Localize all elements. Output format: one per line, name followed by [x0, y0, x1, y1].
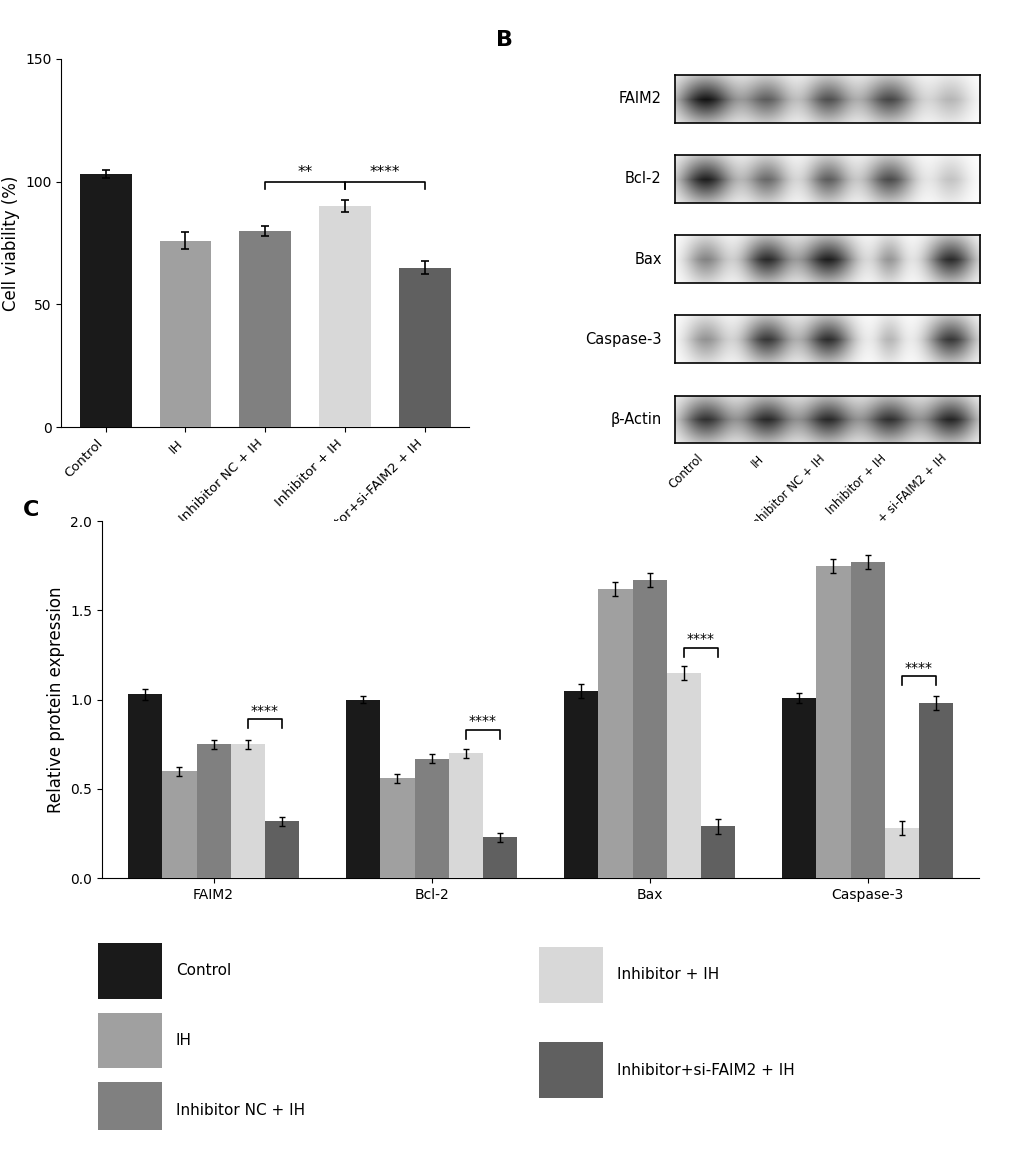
Text: Inhibitor + si-FAIM2 + IH: Inhibitor + si-FAIM2 + IH [838, 452, 949, 563]
Y-axis label: Relative protein expression: Relative protein expression [47, 587, 64, 813]
Bar [883, 828, 918, 878]
Text: Control: Control [175, 964, 231, 978]
Bar [197, 745, 230, 878]
Bar [850, 562, 883, 878]
Text: Caspase-3: Caspase-3 [585, 331, 661, 347]
Text: β-Actin: β-Actin [610, 412, 661, 427]
Bar [564, 691, 598, 878]
FancyBboxPatch shape [98, 943, 162, 999]
FancyBboxPatch shape [98, 1013, 162, 1068]
Bar [598, 589, 632, 878]
Bar [162, 771, 197, 878]
Text: Inhibitor NC + IH: Inhibitor NC + IH [175, 1103, 305, 1117]
Text: ****: **** [369, 165, 399, 180]
Text: Inhibitor NC + IH: Inhibitor NC + IH [747, 452, 827, 532]
Text: FAIM2: FAIM2 [619, 91, 661, 107]
Text: Inhibitor+si-FAIM2 + IH: Inhibitor+si-FAIM2 + IH [615, 1063, 794, 1077]
Bar [918, 704, 952, 878]
Bar [448, 753, 482, 878]
Bar [815, 566, 850, 878]
Bar [398, 267, 450, 427]
Text: IH: IH [175, 1033, 192, 1048]
Text: Inhibitor + IH: Inhibitor + IH [615, 967, 718, 982]
FancyBboxPatch shape [538, 947, 602, 1002]
Bar [128, 694, 162, 878]
Bar [319, 206, 371, 427]
FancyBboxPatch shape [98, 1082, 162, 1138]
Bar [666, 673, 700, 878]
Text: ****: **** [469, 714, 496, 728]
Text: ****: **** [251, 704, 278, 718]
Text: **: ** [298, 165, 313, 180]
Bar [239, 231, 290, 427]
Bar [79, 174, 131, 427]
Bar [700, 827, 735, 878]
Text: ****: **** [904, 660, 932, 674]
Bar [159, 240, 211, 427]
Text: B: B [495, 29, 513, 49]
Bar [632, 580, 666, 878]
Y-axis label: Cell viability (%): Cell viability (%) [2, 176, 19, 310]
Text: ****: **** [686, 632, 714, 646]
Text: Bax: Bax [634, 252, 661, 267]
Bar [380, 779, 414, 878]
Text: Inhibitor + IH: Inhibitor + IH [823, 452, 888, 518]
Text: IH: IH [748, 452, 766, 470]
Bar [782, 698, 815, 878]
Text: C: C [23, 500, 40, 520]
Bar [482, 837, 517, 878]
Text: Bcl-2: Bcl-2 [625, 171, 661, 186]
Bar [230, 745, 265, 878]
Bar [345, 700, 380, 878]
Bar [414, 759, 448, 878]
Text: Control: Control [665, 452, 705, 492]
FancyBboxPatch shape [538, 1042, 602, 1098]
Bar [265, 821, 299, 878]
